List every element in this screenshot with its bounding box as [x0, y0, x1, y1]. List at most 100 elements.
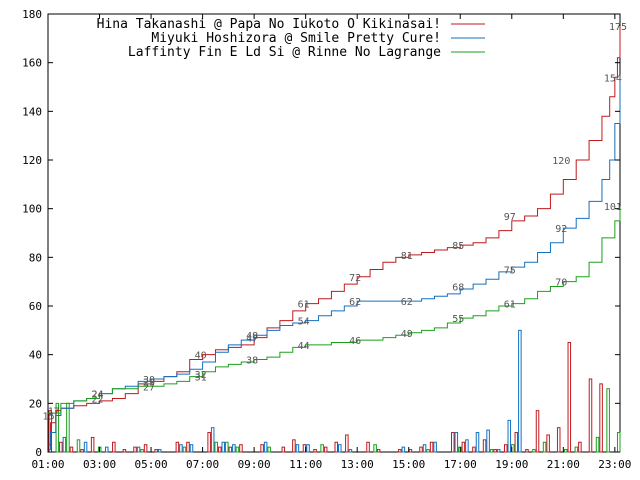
- hourly-bar: [616, 432, 621, 453]
- data-label: 55: [452, 314, 464, 325]
- legend-label: Hina Takanashi @ Papa No Iukoto O Kikina…: [97, 17, 441, 32]
- x-tick-label: 23:00: [598, 458, 631, 471]
- data-label: 15: [43, 412, 55, 423]
- hourly-bar: [433, 441, 437, 453]
- hourly-bar: [588, 378, 593, 453]
- hourly-bar: [214, 441, 218, 453]
- data-label: 101: [604, 202, 622, 213]
- data-label: 72: [349, 273, 361, 284]
- hourly-bars: [48, 329, 621, 453]
- data-label: 70: [555, 278, 567, 289]
- data-label: 120: [552, 156, 570, 167]
- x-tick-label: 01:00: [31, 458, 64, 471]
- hourly-bar: [143, 444, 148, 453]
- data-label: 81: [401, 251, 413, 262]
- data-label: 32: [195, 370, 207, 381]
- hourly-bar: [595, 436, 600, 453]
- hourly-bar: [140, 449, 144, 453]
- data-label: 38: [246, 356, 258, 367]
- hourly-bar: [503, 444, 508, 453]
- hourly-bar: [376, 449, 381, 453]
- x-tick-label: 17:00: [444, 458, 477, 471]
- hourly-bar: [514, 432, 519, 453]
- hourly-bar: [112, 441, 116, 453]
- hourly-bar: [451, 432, 455, 453]
- hourly-bar: [489, 449, 494, 453]
- hourly-bar: [334, 441, 339, 453]
- hourly-bar: [306, 444, 310, 453]
- data-label: 24: [92, 390, 104, 401]
- hourly-bar: [454, 432, 459, 453]
- hourly-bar: [320, 444, 324, 453]
- hourly-bar: [83, 441, 88, 453]
- x-tick-label: 21:00: [547, 458, 580, 471]
- hourly-bar: [401, 446, 406, 453]
- hourly-bar: [313, 449, 317, 453]
- data-label: 62: [401, 297, 413, 308]
- y-tick-label: 180: [22, 8, 42, 21]
- hourly-bar: [207, 432, 211, 453]
- data-label: 54: [298, 317, 310, 328]
- hourly-bar: [556, 427, 561, 453]
- y-tick-label: 20: [29, 397, 42, 410]
- hourly-bar: [532, 449, 536, 453]
- hourly-bar: [104, 446, 109, 453]
- hourly-bar: [518, 329, 522, 453]
- y-axis: 0 20 40 60 80 100 120 140 160 180: [22, 8, 620, 459]
- data-label: 62: [349, 297, 361, 308]
- data-label: 49: [401, 329, 413, 340]
- data-labels: 17 22 29 40 47 61 72 81 85 97 120 154 175 15 24 30 32 48 5…: [43, 22, 627, 422]
- hourly-bar: [263, 441, 268, 453]
- hourly-bar: [525, 449, 529, 453]
- hourly-bar: [482, 439, 487, 453]
- data-label: 92: [555, 224, 567, 235]
- hourly-bar: [62, 436, 67, 453]
- hourly-bar: [232, 444, 236, 453]
- hourly-bar: [408, 449, 413, 453]
- x-tick-label: 07:00: [186, 458, 219, 471]
- y-tick-label: 100: [22, 203, 42, 216]
- hourly-bar: [429, 441, 434, 453]
- legend: Hina Takanashi @ Papa No Iukoto O Kikina…: [97, 17, 485, 60]
- data-label: 75: [504, 266, 516, 277]
- y-tick-label: 120: [22, 154, 42, 167]
- y-tick-label: 160: [22, 57, 42, 70]
- hourly-bar: [599, 383, 603, 453]
- hourly-bar: [472, 446, 476, 453]
- y-tick-label: 60: [29, 300, 42, 313]
- plot-frame: [47, 13, 621, 453]
- hourly-bar: [267, 446, 271, 453]
- x-tick-label: 13:00: [341, 458, 374, 471]
- hourly-bar: [80, 449, 84, 453]
- hourly-bar: [69, 446, 74, 453]
- hourly-bar: [475, 432, 480, 453]
- legend-label: Miyuki Hoshizora @ Smile Pretty Cure!: [151, 31, 441, 46]
- data-label: 85: [452, 241, 464, 252]
- hourly-bar: [507, 419, 512, 453]
- hourly-bar: [136, 446, 141, 453]
- hourly-bar: [235, 446, 240, 453]
- hourly-bar: [564, 449, 568, 453]
- data-label: 61: [504, 300, 516, 311]
- hourly-bar: [76, 439, 81, 453]
- data-label: 24: [92, 390, 104, 401]
- data-label: 47: [246, 334, 258, 345]
- hourly-bar: [606, 388, 610, 453]
- series-lines: [48, 26, 621, 451]
- x-tick-label: 15:00: [392, 458, 425, 471]
- hourly-bar: [535, 410, 540, 453]
- data-label: 61: [298, 300, 310, 311]
- hourly-bar: [574, 446, 579, 453]
- hourly-bar: [217, 446, 222, 453]
- data-label: 29: [143, 377, 155, 388]
- data-label: 40: [195, 351, 207, 362]
- x-tick-label: 03:00: [83, 458, 116, 471]
- hourly-bar: [228, 446, 233, 453]
- hourly-bar: [578, 441, 582, 453]
- hourly-bar: [496, 449, 501, 453]
- hourly-bar: [239, 444, 243, 453]
- x-tick-label: 11:00: [289, 458, 322, 471]
- y-tick-label: 0: [35, 446, 42, 459]
- hourly-bar: [345, 434, 349, 453]
